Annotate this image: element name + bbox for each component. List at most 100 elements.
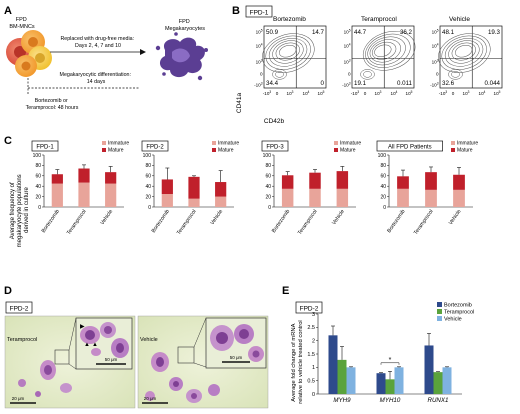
bar-immature bbox=[453, 189, 465, 207]
legend-label: Mature bbox=[108, 148, 124, 154]
bar-mature bbox=[105, 172, 117, 184]
legend-swatch bbox=[451, 148, 455, 152]
y-tick-label: 0 bbox=[312, 392, 315, 398]
quadrant-lr: 0.044 bbox=[485, 80, 501, 87]
bar-mature bbox=[188, 176, 200, 199]
chart-title: FPD-1 bbox=[36, 145, 54, 151]
scale-bar-right: 20 μm bbox=[144, 396, 157, 401]
bar-bortezomib bbox=[424, 345, 434, 394]
tick-label: 103 bbox=[256, 59, 263, 65]
x-tick-label: Bortezomib bbox=[386, 209, 406, 234]
x-tick-label: Bortezomib bbox=[41, 209, 61, 234]
y-tick-label: 60 bbox=[265, 174, 271, 180]
quadrant-ur: 19.3 bbox=[488, 29, 501, 36]
chart-title: All FPD Patients bbox=[388, 145, 432, 151]
legend-swatch bbox=[451, 141, 455, 145]
flow-plot-title: Vehicle bbox=[449, 16, 470, 23]
y-tick-label: 80 bbox=[265, 163, 271, 169]
replaced-media-label: Replaced with drug-free media: Days 2, 4… bbox=[60, 36, 135, 49]
x-tick-label: Teramprocol bbox=[413, 209, 435, 236]
tick-label: 105 bbox=[256, 29, 263, 35]
y-tick-label: 60 bbox=[145, 174, 151, 180]
tick-label: 104 bbox=[391, 90, 398, 96]
y-tick-label: 80 bbox=[380, 163, 386, 169]
bar-mature bbox=[453, 174, 465, 190]
legend-label: Immature bbox=[340, 141, 361, 147]
legend-swatch bbox=[437, 316, 442, 321]
cd41a-axis-label: CD41a bbox=[236, 92, 243, 113]
quadrant-ul: 50.9 bbox=[266, 29, 279, 36]
x-tick-label: Bortezomib bbox=[271, 209, 291, 234]
gene-label: RUNX1 bbox=[428, 397, 449, 404]
y-tick-label: 0 bbox=[268, 205, 271, 211]
y-tick-label: 100 bbox=[33, 153, 42, 159]
legend-swatch bbox=[334, 148, 338, 152]
panel-label-c: C bbox=[4, 135, 12, 147]
panel-label-b: B bbox=[232, 5, 240, 17]
bar-vehicle bbox=[394, 367, 404, 394]
legend-swatch bbox=[334, 141, 338, 145]
tick-label: 104 bbox=[303, 90, 310, 96]
y-tick-label: 40 bbox=[380, 184, 386, 190]
gene-label: MYH9 bbox=[333, 397, 351, 404]
bar-immature bbox=[336, 188, 349, 207]
cd42b-axis-label: CD42b bbox=[264, 118, 285, 125]
arrowhead-icon: ▲ bbox=[84, 342, 90, 348]
tick-label: 105 bbox=[432, 29, 439, 35]
tick-label: -103 bbox=[351, 90, 360, 96]
y-tick-label: 0 bbox=[383, 205, 386, 211]
bar-immature bbox=[51, 183, 63, 207]
bar-teramprocol bbox=[385, 379, 395, 394]
tick-label: -103 bbox=[263, 90, 272, 96]
panel-c-charts: Average frequency of megakaryocyte popul… bbox=[10, 141, 478, 248]
y-tick-label: 40 bbox=[265, 184, 271, 190]
bar-immature bbox=[397, 188, 409, 207]
tick-label: 104 bbox=[479, 90, 486, 96]
panel-e-tag: FPD-2 bbox=[300, 306, 319, 313]
bar-teramprocol bbox=[433, 372, 443, 394]
y-tick-label: 100 bbox=[263, 153, 272, 159]
y-tick-label: 0.5 bbox=[307, 378, 315, 384]
y-tick-label: 80 bbox=[145, 163, 151, 169]
tick-label: 103 bbox=[344, 59, 351, 65]
quadrant-ul: 44.7 bbox=[354, 29, 367, 36]
y-tick-label: 1 bbox=[312, 365, 315, 371]
legend-swatch bbox=[437, 302, 442, 307]
panel-a-schematic: FPD BM-MNCs Replaced with drug-free medi… bbox=[6, 17, 208, 111]
teramprocol-image-label: Teramprocol bbox=[7, 337, 37, 343]
quadrant-ur: 36.2 bbox=[400, 29, 413, 36]
tick-label: 105 bbox=[406, 90, 413, 96]
quadrant-ll: 32.6 bbox=[442, 80, 455, 87]
quadrant-ul: 48.1 bbox=[442, 29, 455, 36]
legend-label: Mature bbox=[218, 148, 234, 154]
chart-title: FPD-2 bbox=[146, 145, 164, 151]
tick-label: 0 bbox=[260, 72, 263, 77]
significance-marker: * bbox=[389, 357, 392, 364]
bar-mature bbox=[336, 171, 349, 189]
x-tick-label: Vehicle bbox=[448, 209, 463, 226]
bar-immature bbox=[105, 183, 117, 207]
tick-label: -103 bbox=[430, 82, 439, 88]
legend-label: Bortezomib bbox=[444, 303, 472, 309]
bar-bortezomib bbox=[376, 373, 386, 394]
legend-label: Teramprocol bbox=[444, 310, 474, 316]
quadrant-ur: 14.7 bbox=[312, 29, 325, 36]
flow-plot-vehicle: Vehicle 48.1 19.3 32.6 0.044 105 104 103 0 -103-1… bbox=[430, 16, 503, 96]
arrowhead-icon: ▲ bbox=[92, 342, 98, 348]
y-tick-label: 2 bbox=[312, 338, 315, 344]
bar-mature bbox=[78, 168, 90, 183]
x-tick-label: Vehicle bbox=[100, 209, 115, 226]
tick-label: 104 bbox=[344, 43, 351, 49]
chart-title: FPD-3 bbox=[266, 145, 284, 151]
y-tick-label: 20 bbox=[265, 194, 271, 200]
panel-c-ylabel: Average frequency of megakaryocyte popul… bbox=[10, 173, 30, 248]
fpd-bm-mncs-label: FPD BM-MNCs bbox=[9, 17, 35, 30]
tick-label: -103 bbox=[254, 82, 263, 88]
y-tick-label: 2.5 bbox=[307, 325, 315, 331]
quadrant-lr: 0.011 bbox=[397, 80, 413, 87]
y-tick-label: 20 bbox=[35, 194, 41, 200]
